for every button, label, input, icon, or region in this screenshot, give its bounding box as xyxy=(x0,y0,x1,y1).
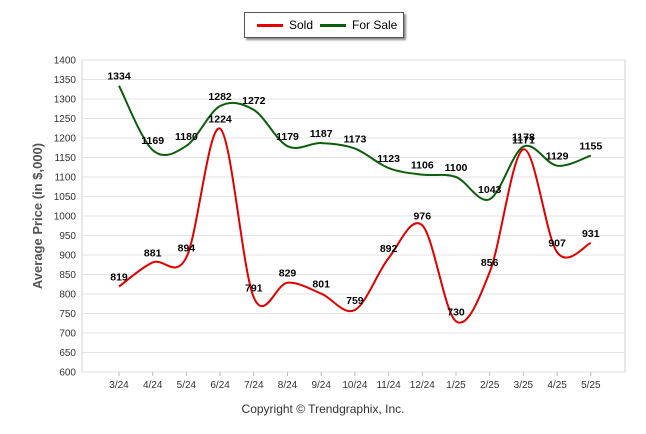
x-tick-label: 5/25 xyxy=(581,380,601,391)
legend: Sold For Sale xyxy=(244,12,404,38)
y-tick-label: 800 xyxy=(59,290,76,301)
y-tick-label: 1150 xyxy=(54,153,76,164)
data-label-for-sale: 1106 xyxy=(411,160,434,172)
x-tick-label: 7/24 xyxy=(244,380,264,391)
y-tick-label: 1000 xyxy=(54,212,77,223)
x-tick-label: 3/24 xyxy=(109,380,129,391)
data-label-for-sale: 1155 xyxy=(579,141,602,153)
legend-item-sold: Sold xyxy=(257,18,313,32)
data-label-sold: 730 xyxy=(447,306,465,318)
data-label-sold: 1224 xyxy=(208,114,232,126)
data-label-for-sale: 1178 xyxy=(512,132,535,144)
data-label-for-sale: 1334 xyxy=(107,71,131,83)
data-label-sold: 976 xyxy=(414,210,432,222)
data-label-sold: 907 xyxy=(548,237,566,249)
copyright-footer: Copyright © Trendgraphix, Inc. xyxy=(241,402,405,416)
data-label-for-sale: 1187 xyxy=(310,128,333,140)
legend-label-sold: Sold xyxy=(289,18,314,32)
data-label-for-sale: 1282 xyxy=(208,91,232,103)
x-tick-label: 1/25 xyxy=(446,380,466,391)
y-tick-label: 1200 xyxy=(54,134,77,145)
x-tick-label: 3/25 xyxy=(514,380,534,391)
y-tick-label: 750 xyxy=(59,309,76,320)
x-tick-label: 4/25 xyxy=(547,380,567,391)
data-label-for-sale: 1123 xyxy=(377,153,400,165)
x-tick-label: 11/24 xyxy=(376,380,401,391)
x-tick-label: 10/24 xyxy=(342,380,367,391)
y-tick-label: 1300 xyxy=(54,95,77,106)
y-tick-label: 950 xyxy=(59,231,76,242)
data-label-sold: 759 xyxy=(346,295,364,307)
data-label-sold: 894 xyxy=(178,242,196,254)
data-label-sold: 881 xyxy=(144,247,162,259)
y-tick-label: 650 xyxy=(59,348,76,359)
x-tick-label: 8/24 xyxy=(278,380,298,391)
data-label-for-sale: 1180 xyxy=(175,131,198,143)
data-label-sold: 819 xyxy=(110,272,128,284)
data-label-for-sale: 1173 xyxy=(344,134,367,146)
y-tick-label: 1250 xyxy=(54,114,77,125)
legend-swatch-sold xyxy=(257,23,283,27)
y-tick-label: 1400 xyxy=(54,56,77,67)
y-tick-label: 1100 xyxy=(54,173,76,184)
y-axis-title: Average Price (in $,000) xyxy=(30,143,45,289)
data-label-sold: 856 xyxy=(481,257,499,269)
series-line-sold xyxy=(118,127,592,324)
y-tick-label: 600 xyxy=(59,368,76,379)
data-label-for-sale: 1179 xyxy=(276,131,299,143)
legend-item-for-sale: For Sale xyxy=(320,18,397,32)
data-label-for-sale: 1043 xyxy=(478,184,502,196)
data-label-sold: 801 xyxy=(312,279,330,291)
legend-swatch-for-sale xyxy=(320,23,346,27)
series-line-for-sale xyxy=(118,85,592,201)
data-label-for-sale: 1100 xyxy=(445,162,468,174)
data-label-sold: 829 xyxy=(279,268,297,280)
y-tick-label: 1350 xyxy=(54,75,77,86)
data-label-sold: 791 xyxy=(245,283,263,295)
data-label-sold: 1171 xyxy=(512,134,535,146)
x-tick-label: 6/24 xyxy=(210,380,230,391)
legend-label-for-sale: For Sale xyxy=(352,18,398,32)
y-tick-label: 850 xyxy=(59,270,76,281)
y-tick-label: 1050 xyxy=(54,192,77,203)
data-label-for-sale: 1272 xyxy=(242,95,266,107)
data-label-sold: 892 xyxy=(380,243,398,255)
data-label-for-sale: 1169 xyxy=(141,135,164,147)
y-tick-label: 900 xyxy=(59,251,76,262)
data-label-sold: 931 xyxy=(582,228,600,240)
data-label-for-sale: 1129 xyxy=(546,151,569,163)
x-tick-label: 12/24 xyxy=(410,380,435,391)
y-tick-label: 700 xyxy=(59,329,76,340)
x-tick-label: 4/24 xyxy=(143,380,163,391)
x-tick-label: 5/24 xyxy=(177,380,197,391)
x-tick-label: 2/25 xyxy=(480,380,500,391)
x-tick-label: 9/24 xyxy=(311,380,331,391)
